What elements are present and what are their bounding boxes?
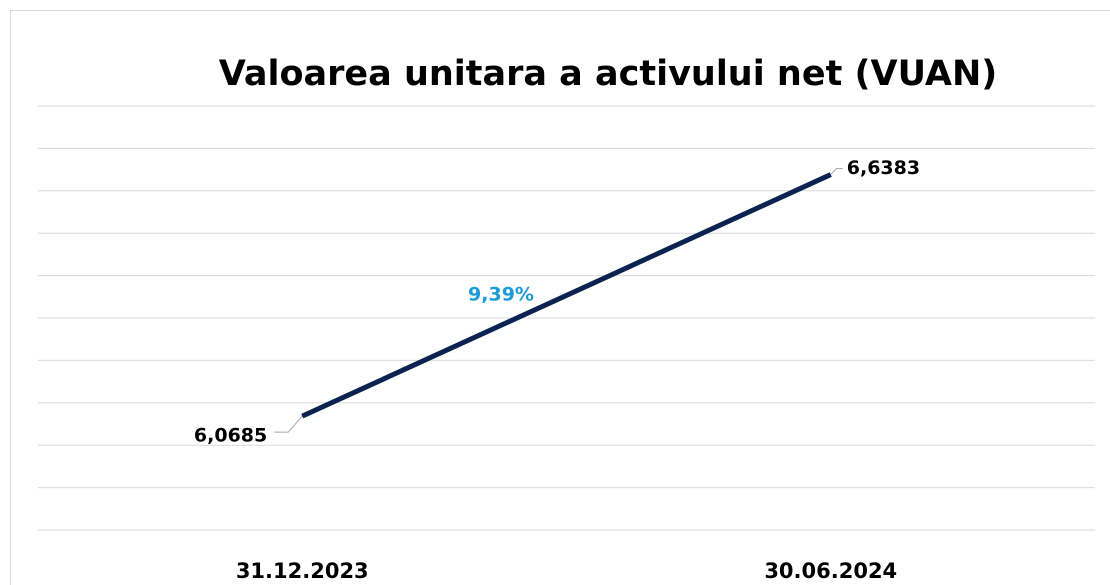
line (301, 172, 832, 419)
data-label: 6,0685 (194, 425, 267, 447)
leader-line (274, 415, 303, 433)
annotation: 9,39% (468, 284, 534, 306)
chart-title: Valoarea unitara a activului net (VUAN) (219, 54, 998, 94)
leader-line (830, 168, 843, 175)
data-label: 6,6383 (847, 157, 920, 179)
x-tick-label: 31.12.2023 (236, 559, 369, 583)
x-tick-label: 30.06.2024 (764, 559, 897, 583)
